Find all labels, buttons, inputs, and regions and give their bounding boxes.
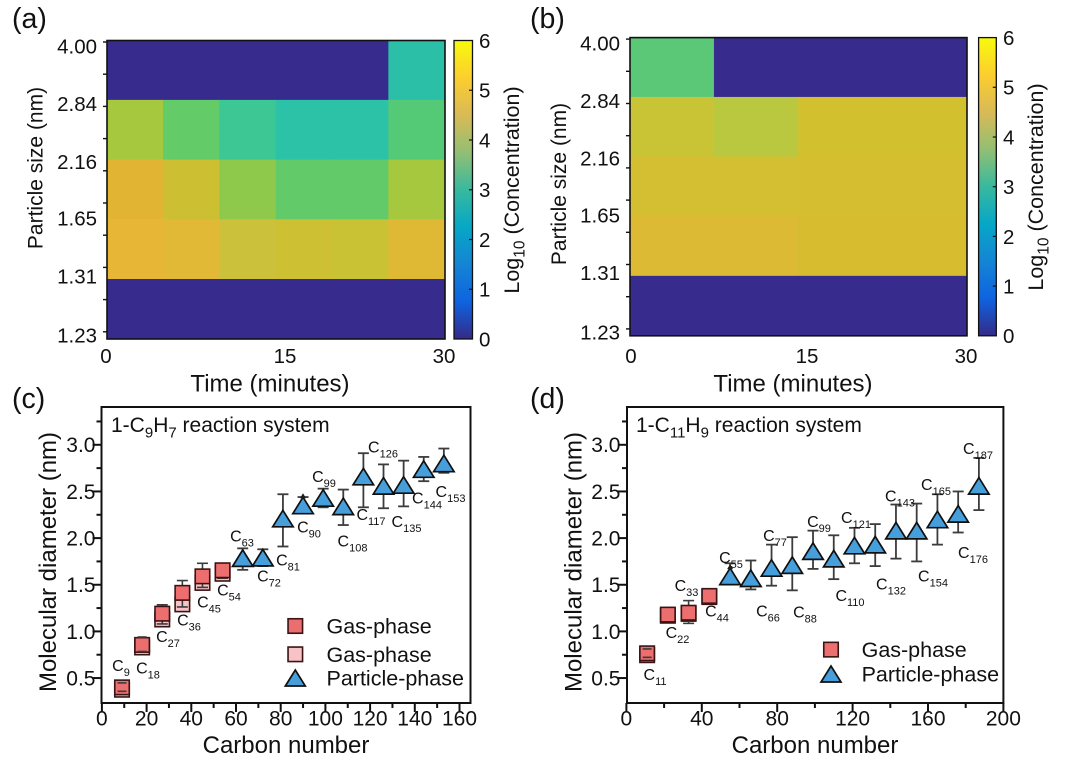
svg-text:80: 80 [766,708,789,731]
svg-text:Carbon number: Carbon number [203,732,370,759]
svg-text:160: 160 [910,708,945,731]
svg-text:40: 40 [690,708,713,731]
svg-text:2.16: 2.16 [57,151,97,174]
svg-text:Gas-phase: Gas-phase [862,638,967,662]
svg-text:0: 0 [621,708,633,731]
svg-text:4: 4 [479,129,490,152]
svg-text:3: 3 [479,179,490,202]
svg-text:(b): (b) [530,3,565,35]
svg-text:2: 2 [479,229,490,252]
svg-text:(a): (a) [12,3,47,35]
svg-text:2.5: 2.5 [66,481,95,504]
svg-text:0: 0 [1003,325,1014,348]
svg-text:6: 6 [1003,27,1014,50]
svg-text:6: 6 [479,30,490,53]
svg-text:Gas-phase: Gas-phase [327,643,432,667]
svg-text:4: 4 [1003,126,1014,149]
svg-text:1.5: 1.5 [591,574,620,597]
svg-text:0: 0 [100,345,111,368]
svg-text:30: 30 [433,345,456,368]
svg-text:1: 1 [1003,275,1014,298]
svg-text:5: 5 [479,80,490,103]
svg-text:1.23: 1.23 [57,324,97,347]
svg-text:0.5: 0.5 [591,667,620,690]
svg-text:Time (minutes): Time (minutes) [713,371,872,398]
svg-text:100: 100 [308,708,343,731]
svg-text:Particle-phase: Particle-phase [862,663,999,687]
svg-text:Gas-phase: Gas-phase [327,615,432,639]
svg-text:140: 140 [397,708,432,731]
svg-text:Time (minutes): Time (minutes) [190,371,349,398]
svg-text:(d): (d) [530,383,565,415]
svg-text:20: 20 [135,708,158,731]
svg-text:5: 5 [1003,77,1014,100]
svg-text:4.00: 4.00 [580,32,620,55]
svg-text:2.0: 2.0 [66,527,95,550]
svg-text:2.84: 2.84 [57,93,97,116]
svg-text:1.31: 1.31 [580,262,620,285]
svg-text:Particle size (nm): Particle size (nm) [548,103,571,265]
svg-text:0.5: 0.5 [66,667,95,690]
svg-text:120: 120 [835,708,870,731]
svg-text:2.16: 2.16 [580,147,620,170]
svg-text:Particle size (nm): Particle size (nm) [25,87,48,249]
svg-text:Molecular diameter (nm): Molecular diameter (nm) [561,432,588,692]
svg-text:Particle-phase: Particle-phase [327,667,464,691]
svg-text:1.31: 1.31 [57,265,97,288]
svg-text:1.0: 1.0 [66,621,95,644]
svg-text:4.00: 4.00 [57,35,97,58]
svg-text:60: 60 [224,708,247,731]
svg-text:Molecular diameter (nm): Molecular diameter (nm) [35,432,62,692]
svg-text:120: 120 [353,708,388,731]
svg-text:2.84: 2.84 [580,90,620,113]
svg-text:1.0: 1.0 [591,621,620,644]
svg-text:1: 1 [479,279,490,302]
svg-text:200: 200 [986,708,1021,731]
svg-text:160: 160 [442,708,477,731]
svg-text:80: 80 [269,708,292,731]
svg-text:30: 30 [955,345,978,368]
svg-text:2.0: 2.0 [591,527,620,550]
svg-text:40: 40 [180,708,203,731]
svg-text:3: 3 [1003,176,1014,199]
svg-text:Carbon number: Carbon number [732,732,899,759]
svg-text:0: 0 [625,345,636,368]
svg-text:Log10 (Concentration): Log10 (Concentration) [500,86,529,293]
svg-text:3.0: 3.0 [591,434,620,457]
svg-text:15: 15 [274,345,297,368]
svg-text:2: 2 [1003,226,1014,249]
svg-text:0: 0 [96,708,108,731]
svg-text:1.65: 1.65 [57,207,97,230]
svg-text:1.23: 1.23 [580,321,620,344]
svg-text:1.5: 1.5 [66,574,95,597]
svg-text:(c): (c) [12,383,45,415]
svg-text:15: 15 [796,345,819,368]
svg-text:1.65: 1.65 [580,204,620,227]
svg-text:3.0: 3.0 [66,434,95,457]
svg-text:0: 0 [479,328,490,351]
svg-text:Log10 (Concentration): Log10 (Concentration) [1024,83,1053,290]
svg-text:2.5: 2.5 [591,481,620,504]
